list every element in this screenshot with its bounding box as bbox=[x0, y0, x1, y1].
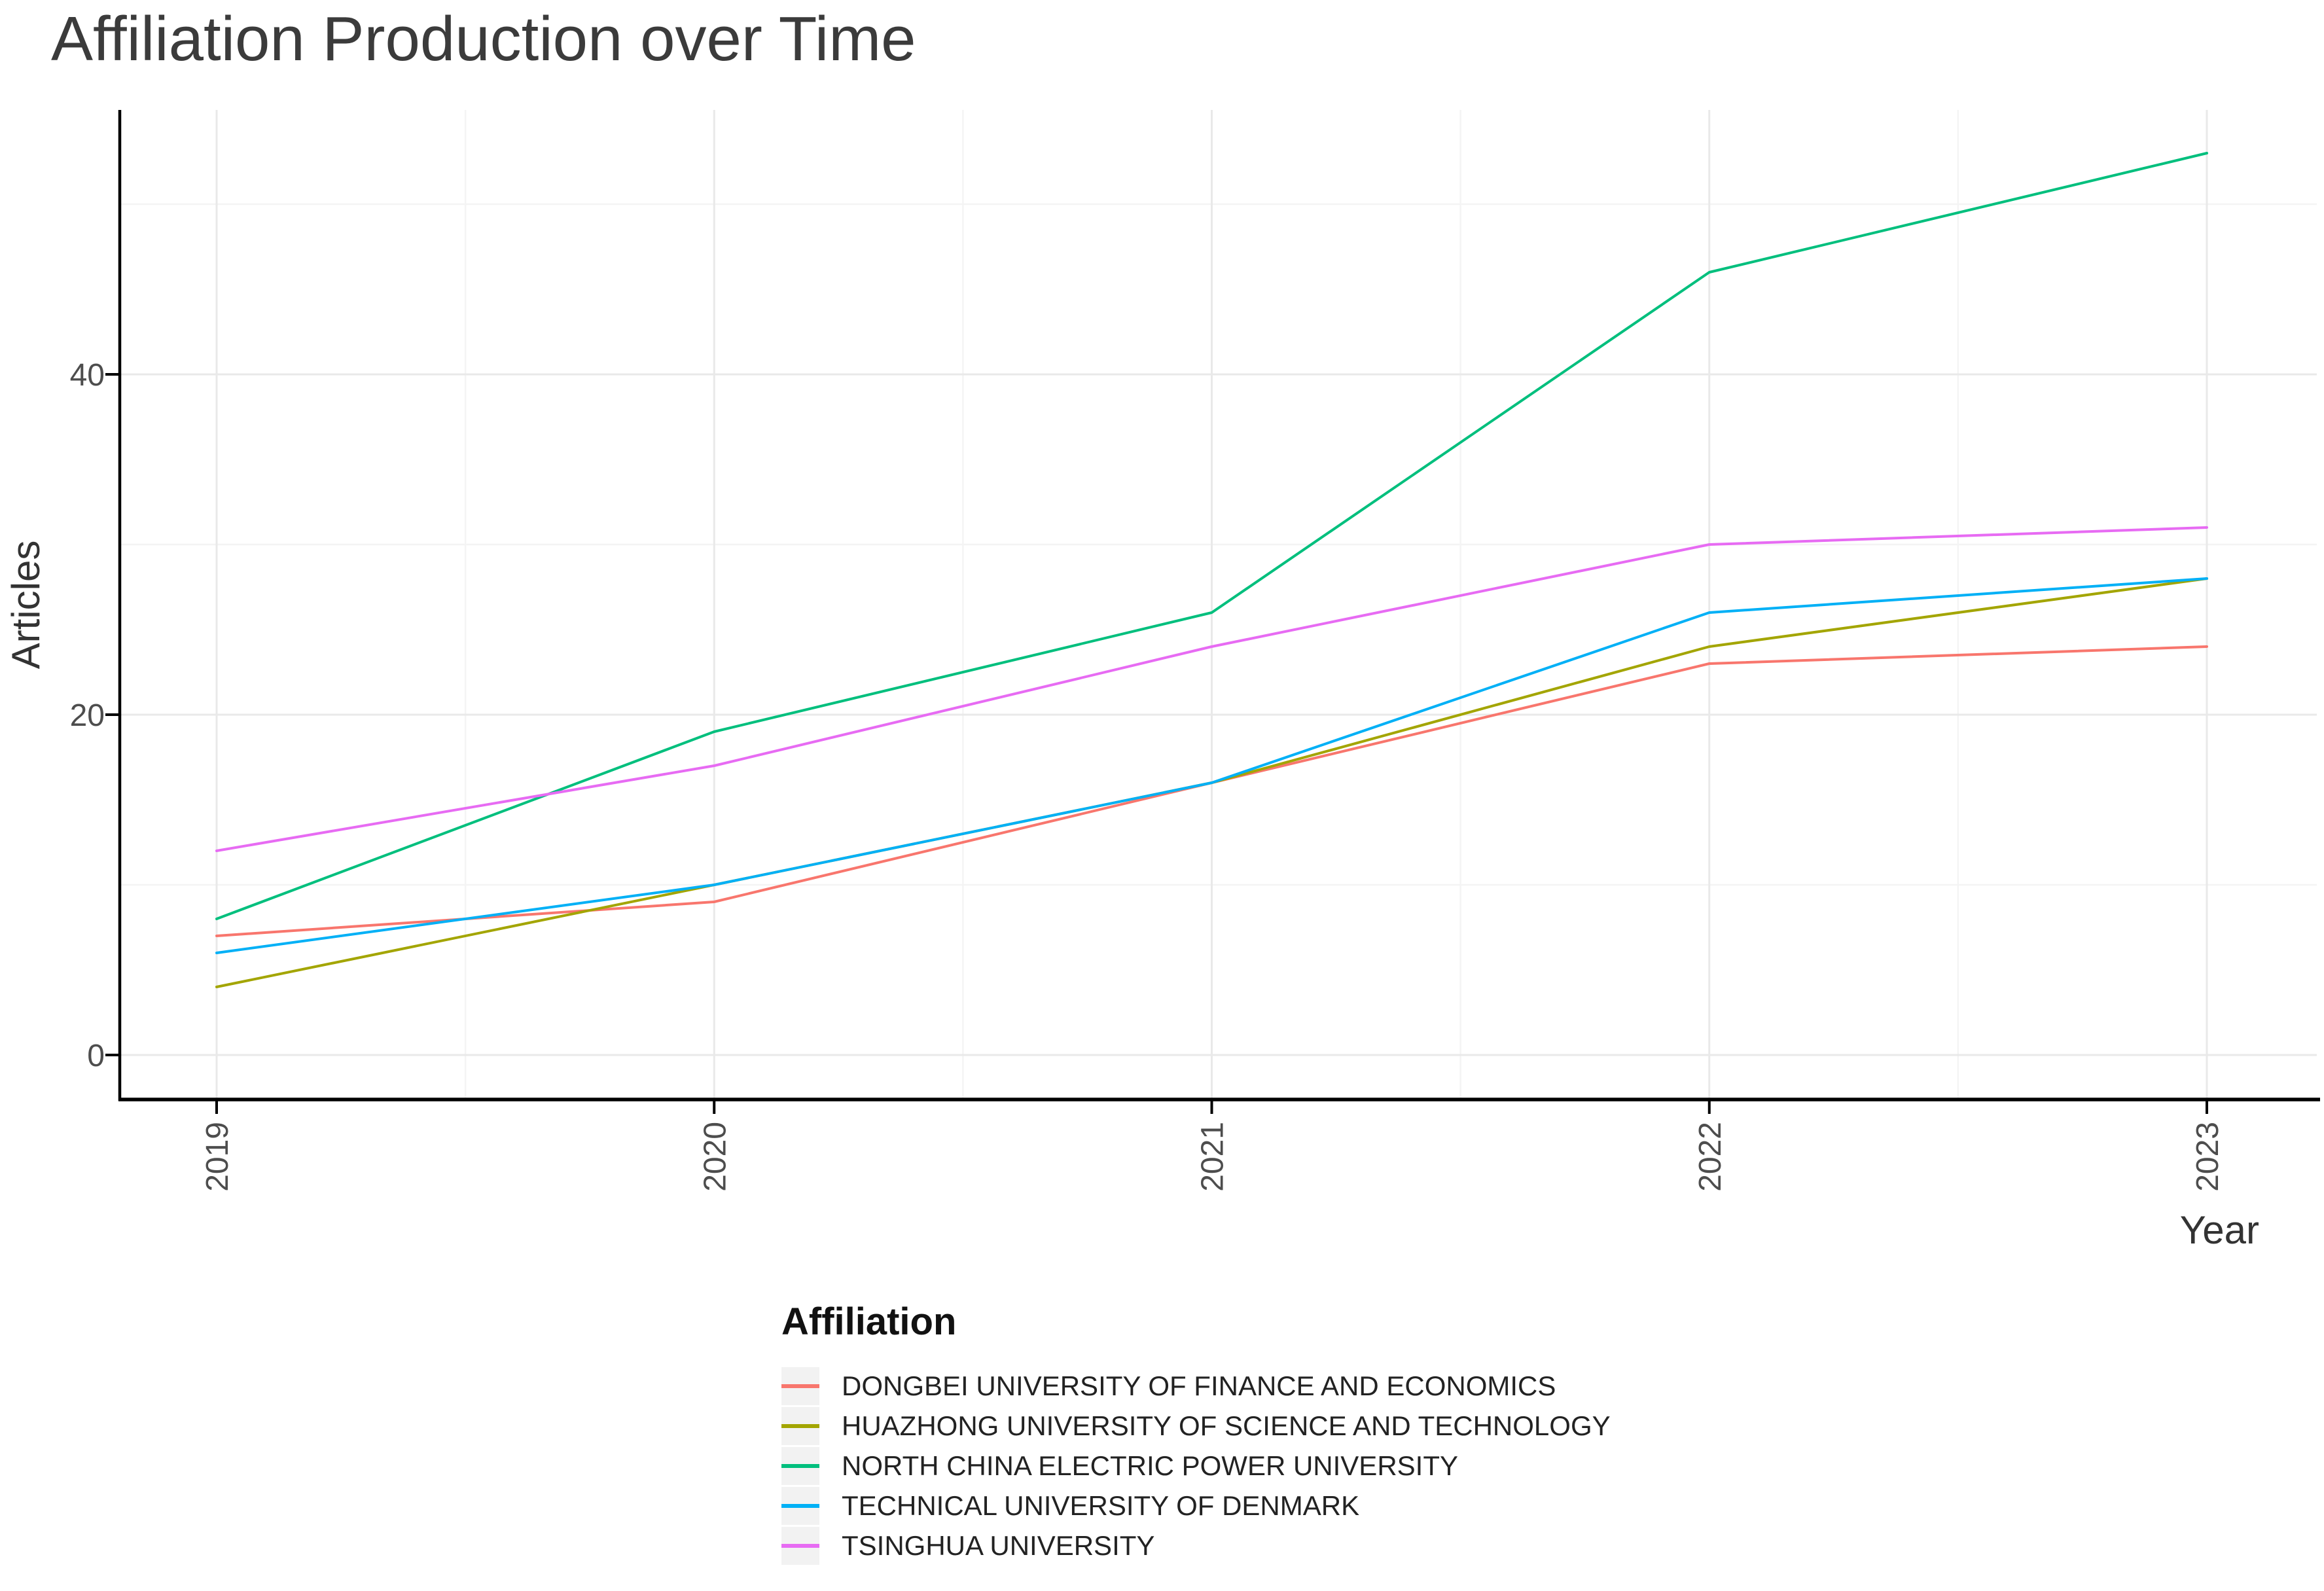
legend-color-swatch bbox=[781, 1464, 819, 1468]
legend-item: TECHNICAL UNIVERSITY OF DENMARK bbox=[781, 1487, 1611, 1525]
legend-label: TSINGHUA UNIVERSITY bbox=[842, 1530, 1155, 1561]
legend-key-icon bbox=[781, 1407, 819, 1445]
x-tick-label: 2020 bbox=[698, 1122, 732, 1192]
legend-item: HUAZHONG UNIVERSITY OF SCIENCE AND TECHN… bbox=[781, 1407, 1611, 1445]
y-tick-label: 40 bbox=[70, 358, 105, 393]
legend-key-icon bbox=[781, 1487, 819, 1525]
axes: 0 20 40 2019 2020 2021 2022 2023 bbox=[70, 110, 2320, 1192]
chart-title: Affiliation Production over Time bbox=[51, 4, 916, 74]
x-tick-label: 2023 bbox=[2190, 1122, 2225, 1192]
y-tick-label: 20 bbox=[70, 698, 105, 733]
legend-key-icon bbox=[781, 1367, 819, 1405]
legend-label: HUAZHONG UNIVERSITY OF SCIENCE AND TECHN… bbox=[842, 1410, 1611, 1441]
legend-key-icon bbox=[781, 1527, 819, 1565]
legend-color-swatch bbox=[781, 1384, 819, 1388]
x-tick-label: 2021 bbox=[1196, 1122, 1230, 1192]
legend-item: TSINGHUA UNIVERSITY bbox=[781, 1527, 1611, 1565]
legend-item: NORTH CHINA ELECTRIC POWER UNIVERSITY bbox=[781, 1447, 1611, 1485]
series-lines bbox=[215, 152, 2208, 988]
x-axis-title: Year bbox=[2180, 1208, 2259, 1252]
legend-label: DONGBEI UNIVERSITY OF FINANCE AND ECONOM… bbox=[842, 1370, 1556, 1401]
legend-title: Affiliation bbox=[781, 1300, 957, 1343]
legend-item: DONGBEI UNIVERSITY OF FINANCE AND ECONOM… bbox=[781, 1367, 1611, 1405]
y-axis-title: Articles bbox=[4, 541, 48, 670]
legend-label: NORTH CHINA ELECTRIC POWER UNIVERSITY bbox=[842, 1450, 1459, 1481]
legend-color-swatch bbox=[781, 1504, 819, 1508]
series-line-3 bbox=[215, 577, 2208, 954]
series-line-4 bbox=[215, 526, 2208, 852]
legend: Affiliation DONGBEI UNIVERSITY OF FINANC… bbox=[781, 1300, 1611, 1567]
legend-color-swatch bbox=[781, 1424, 819, 1428]
x-tick-label: 2019 bbox=[200, 1122, 235, 1192]
gridlines bbox=[120, 110, 2317, 1099]
legend-label: TECHNICAL UNIVERSITY OF DENMARK bbox=[842, 1490, 1360, 1521]
x-tick-label: 2022 bbox=[1693, 1122, 1728, 1192]
y-tick-label: 0 bbox=[87, 1039, 105, 1073]
legend-key-icon bbox=[781, 1447, 819, 1485]
legend-rows: DONGBEI UNIVERSITY OF FINANCE AND ECONOM… bbox=[781, 1367, 1611, 1565]
legend-color-swatch bbox=[781, 1544, 819, 1548]
